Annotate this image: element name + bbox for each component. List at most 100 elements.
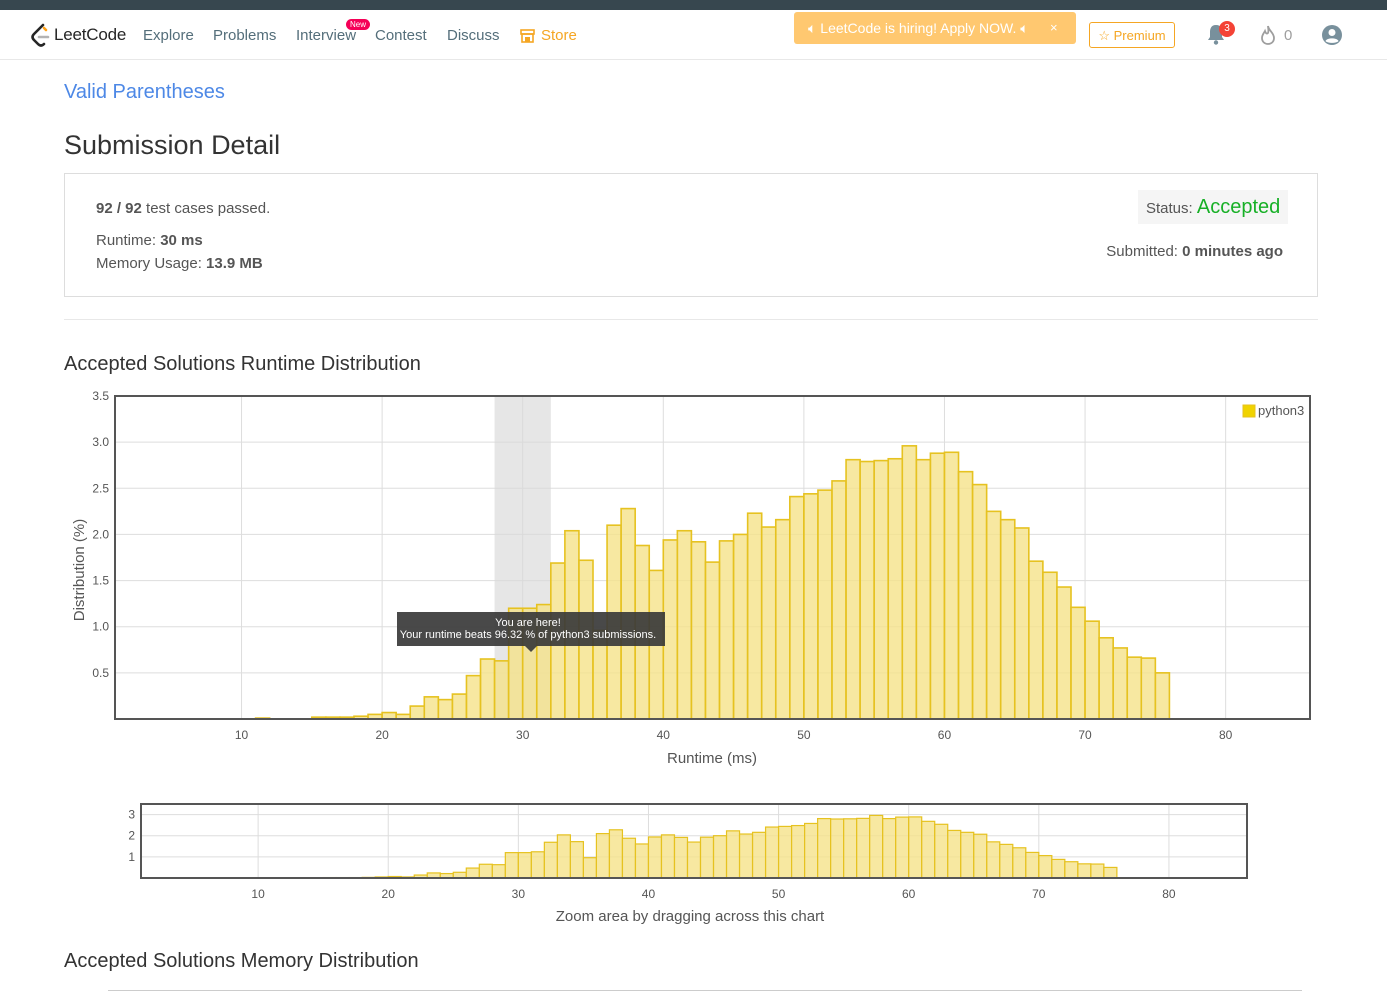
histogram-bar — [608, 829, 624, 879]
nav-explore[interactable]: Explore — [143, 27, 194, 44]
hiring-message: LeetCode is hiring! Apply NOW. — [820, 20, 1017, 36]
histogram-bar — [859, 460, 875, 720]
runtime-value: 30 ms — [160, 232, 203, 249]
histogram-bar — [1126, 656, 1143, 720]
memory-section-title: Accepted Solutions Memory Distribution — [64, 950, 419, 972]
histogram-bar — [929, 452, 946, 720]
tooltip-title: You are here! — [495, 617, 561, 629]
histogram-bar — [831, 480, 847, 720]
x-tick-label: 30 — [512, 887, 526, 901]
y-tick-label: 3.5 — [92, 389, 109, 403]
y-tick-label: 0.5 — [92, 666, 109, 680]
histogram-bar — [686, 841, 702, 879]
legend-label: python3 — [1258, 403, 1304, 418]
nav-store[interactable]: Store — [520, 27, 577, 44]
histogram-bar — [873, 459, 890, 720]
submitted-value: 0 minutes ago — [1182, 243, 1283, 260]
legend-swatch — [1242, 404, 1256, 418]
histogram-bar — [986, 841, 1001, 879]
histogram-bar — [1064, 861, 1079, 879]
x-tick-label: 70 — [1032, 887, 1046, 901]
histogram-bar — [1042, 571, 1058, 720]
histogram-bar — [634, 843, 650, 879]
store-icon — [520, 28, 535, 43]
nav-contest[interactable]: Contest — [375, 27, 427, 44]
y-tick-label: 1 — [128, 850, 135, 864]
y-axis-title: Distribution (%) — [71, 519, 88, 622]
problem-title-link[interactable]: Valid Parentheses — [64, 81, 225, 103]
nav-discuss[interactable]: Discuss — [447, 27, 500, 44]
histogram-bar — [712, 835, 728, 879]
histogram-bar — [856, 817, 871, 879]
status-block: Status: Accepted — [1138, 190, 1289, 224]
zoom-navigator-chart[interactable]: 10 20 30 40 50 60 70 80 1 2 3 Zoom area by dragging… — [0, 795, 1387, 935]
y-tick-label: 3 — [128, 808, 135, 822]
y-tick-label: 2 — [128, 829, 135, 843]
close-icon[interactable]: × — [1050, 20, 1058, 35]
histogram-bar — [673, 836, 689, 879]
y-tick-label: 2.0 — [92, 527, 109, 541]
divider — [64, 319, 1318, 320]
x-tick-label: 10 — [251, 887, 265, 901]
page-title: Submission Detail — [64, 130, 281, 160]
histogram-bar — [517, 852, 532, 879]
megaphone-icon: 🔈︎ — [1016, 20, 1029, 36]
histogram-bar — [774, 518, 791, 720]
histogram-bar — [1025, 851, 1040, 879]
status-label: Status: — [1146, 200, 1197, 217]
x-tick-label: 60 — [938, 728, 952, 742]
tooltip-box — [397, 612, 665, 646]
histogram-bar — [790, 824, 806, 879]
status-badge[interactable]: Accepted — [1196, 196, 1281, 218]
brand-name: LeetCode — [54, 25, 127, 44]
x-tick-label: 30 — [516, 728, 530, 742]
histogram-bar — [718, 540, 735, 720]
fire-icon[interactable] — [1258, 24, 1278, 46]
runtime-distribution-chart[interactable]: 10 20 30 40 50 60 70 80 0.5 1.0 1.5 2.0 2.5 3.0 3.5 Run… — [0, 380, 1387, 780]
histogram-bar — [699, 836, 715, 879]
leetcode-logo[interactable]: LeetCode — [30, 23, 126, 47]
histogram-bar — [915, 458, 932, 720]
histogram-bar — [921, 820, 936, 879]
histogram-bar — [660, 834, 676, 879]
histogram-bar — [582, 857, 598, 879]
histogram-bar — [1077, 863, 1092, 879]
hiring-banner[interactable]: 🔈︎ LeetCode is hiring! Apply NOW. 🔈︎ × — [794, 12, 1076, 44]
histogram-bar — [803, 493, 819, 720]
histogram-bar — [479, 658, 496, 720]
histogram-bar — [817, 817, 832, 879]
histogram-bar — [437, 698, 454, 720]
premium-button[interactable]: ☆ Premium — [1089, 22, 1175, 48]
histogram-bar — [569, 841, 585, 879]
histogram-bar — [1140, 657, 1157, 720]
test-cases-summary: 92 / 92 test cases passed. — [96, 200, 270, 217]
memory-row: Memory Usage: 13.9 MB — [96, 255, 263, 272]
hiring-banner-text: 🔈︎ LeetCode is hiring! Apply NOW. 🔈︎ — [808, 12, 1029, 44]
nav-problems[interactable]: Problems — [213, 27, 277, 44]
histogram-bar — [973, 833, 988, 879]
histogram-bar — [1056, 586, 1072, 720]
histogram-bar — [960, 831, 975, 879]
y-tick-label: 2.5 — [92, 481, 109, 495]
plot-frame — [114, 395, 1311, 720]
histogram-bar — [777, 825, 793, 879]
histogram-bar — [760, 526, 777, 720]
histogram-bar — [690, 541, 707, 720]
histogram-bar — [751, 831, 767, 879]
histogram-bar — [423, 696, 440, 720]
nav-store-label: Store — [541, 27, 577, 44]
avatar-icon[interactable] — [1321, 24, 1343, 46]
y-tick-label: 3.0 — [92, 435, 109, 449]
histogram-bar — [491, 864, 506, 879]
histogram-bar — [817, 489, 833, 720]
histogram-bar — [530, 851, 545, 879]
histogram-bar — [1112, 647, 1129, 720]
megaphone-icon: 🔈︎ — [808, 20, 821, 36]
histogram-bar — [662, 539, 679, 720]
y-tick-label: 1.0 — [92, 620, 109, 634]
histogram-bar — [1028, 560, 1044, 720]
histogram-bar — [451, 693, 468, 720]
nav-interview[interactable]: Interview — [296, 27, 357, 44]
new-badge: New — [346, 19, 371, 30]
x-axis-title: Runtime (ms) — [667, 750, 757, 767]
